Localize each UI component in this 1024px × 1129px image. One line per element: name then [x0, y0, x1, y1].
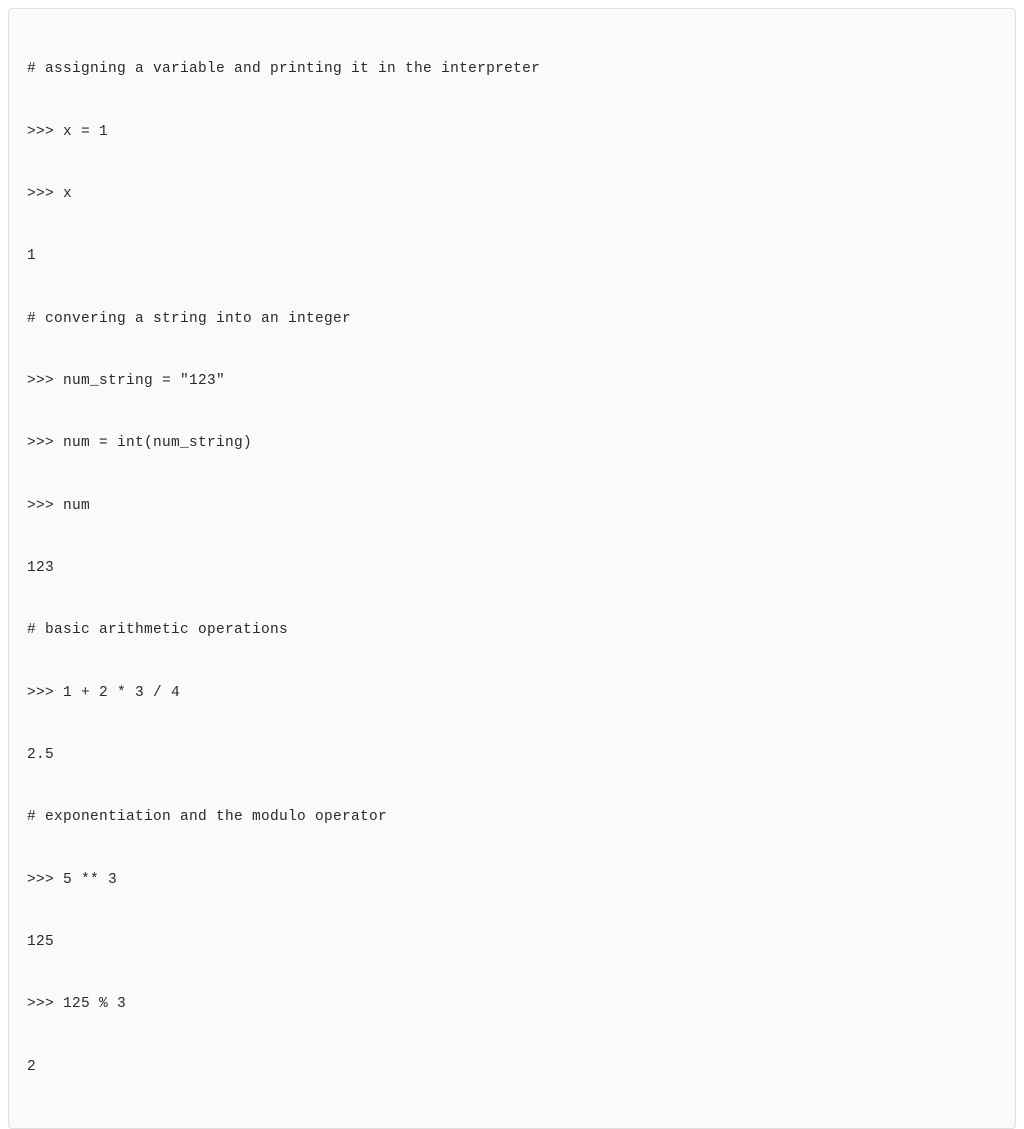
code-line: 1: [27, 241, 997, 272]
code-line: # basic arithmetic operations: [27, 615, 997, 646]
code-line: >>> 5 ** 3: [27, 865, 997, 896]
code-line: >>> num = int(num_string): [27, 428, 997, 459]
code-line: >>> num_string = "123": [27, 366, 997, 397]
code-line: 125: [27, 927, 997, 958]
code-line: # assigning a variable and printing it i…: [27, 54, 997, 85]
code-line: >>> num: [27, 491, 997, 522]
code-line: >>> 1 + 2 * 3 / 4: [27, 678, 997, 709]
code-line: # exponentiation and the modulo operator: [27, 802, 997, 833]
code-line: 123: [27, 553, 997, 584]
code-line: 2: [27, 1052, 997, 1083]
code-line: >>> x = 1: [27, 117, 997, 148]
code-line: >>> 125 % 3: [27, 989, 997, 1020]
code-line: >>> x: [27, 179, 997, 210]
code-line: 2.5: [27, 740, 997, 771]
code-line: # convering a string into an integer: [27, 304, 997, 335]
code-block: # assigning a variable and printing it i…: [8, 8, 1016, 1129]
